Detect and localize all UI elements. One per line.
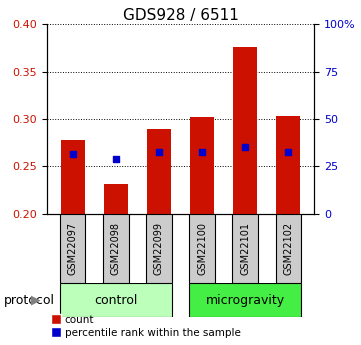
Point: [285, 149, 291, 155]
Bar: [103, 214, 129, 283]
Bar: [277, 116, 300, 214]
Bar: [147, 129, 171, 214]
Bar: [61, 140, 84, 214]
Text: ▶: ▶: [31, 294, 41, 307]
Point: [70, 151, 76, 157]
Bar: [190, 117, 214, 214]
Bar: [189, 214, 215, 283]
Legend: count, percentile rank within the sample: count, percentile rank within the sample: [52, 315, 240, 338]
Text: GSM22097: GSM22097: [68, 222, 78, 275]
Text: microgravity: microgravity: [205, 294, 285, 307]
Bar: [233, 47, 257, 214]
Text: GSM22098: GSM22098: [111, 222, 121, 275]
Bar: [232, 214, 258, 283]
Point: [199, 149, 205, 155]
Point: [156, 149, 162, 155]
Bar: [60, 214, 86, 283]
Point: [242, 145, 248, 150]
Text: control: control: [94, 294, 138, 307]
Bar: [275, 214, 301, 283]
Text: protocol: protocol: [4, 294, 55, 307]
Text: GSM22100: GSM22100: [197, 222, 207, 275]
Point: [113, 156, 119, 161]
Bar: [189, 283, 301, 317]
Text: GSM22101: GSM22101: [240, 222, 250, 275]
Text: GSM22099: GSM22099: [154, 222, 164, 275]
Title: GDS928 / 6511: GDS928 / 6511: [123, 8, 238, 23]
Bar: [104, 184, 128, 214]
Text: GSM22102: GSM22102: [283, 222, 293, 275]
Bar: [146, 214, 172, 283]
Bar: [60, 283, 172, 317]
